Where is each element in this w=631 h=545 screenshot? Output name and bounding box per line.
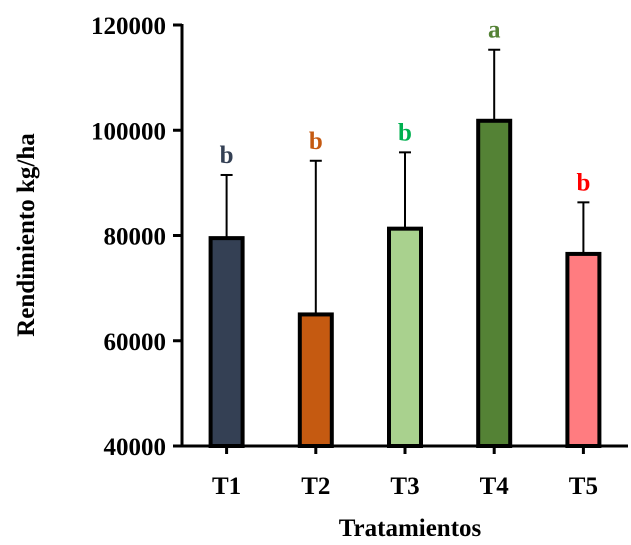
significance-letter: a bbox=[488, 17, 501, 44]
x-tick-label: T2 bbox=[301, 473, 330, 500]
y-axis-title: Rendimiento kg/ha bbox=[13, 133, 40, 337]
error-bars bbox=[220, 48, 590, 315]
bar-t2 bbox=[297, 312, 334, 448]
x-tick-label: T4 bbox=[480, 473, 510, 500]
bar-t5 bbox=[565, 251, 602, 448]
y-tick-label: 100000 bbox=[91, 118, 166, 145]
y-tick-label: 60000 bbox=[104, 329, 167, 356]
x-tick-label: T5 bbox=[569, 473, 598, 500]
bar-t4 bbox=[476, 118, 513, 448]
significance-letter: b bbox=[220, 142, 234, 169]
bar-t3 bbox=[387, 226, 423, 448]
significance-letter: b bbox=[576, 169, 590, 196]
significance-letter: b bbox=[309, 128, 323, 155]
bars bbox=[208, 118, 602, 448]
x-tick-label: T3 bbox=[390, 473, 419, 500]
significance-letter: b bbox=[398, 119, 412, 146]
x-axis-ticks: T1 T2 T3 T4 T5 bbox=[212, 446, 598, 500]
x-tick-label: T1 bbox=[212, 473, 241, 500]
bar-t1 bbox=[208, 236, 245, 448]
y-tick-label: 80000 bbox=[104, 224, 167, 251]
y-tick-label: 120000 bbox=[91, 13, 166, 40]
x-axis-title: Tratamientos bbox=[339, 515, 482, 542]
y-axis-ticks: 40000 60000 80000 100000 120000 bbox=[91, 13, 182, 461]
y-tick-label: 40000 bbox=[104, 434, 167, 461]
significance-letters: b b b a b bbox=[220, 17, 591, 197]
